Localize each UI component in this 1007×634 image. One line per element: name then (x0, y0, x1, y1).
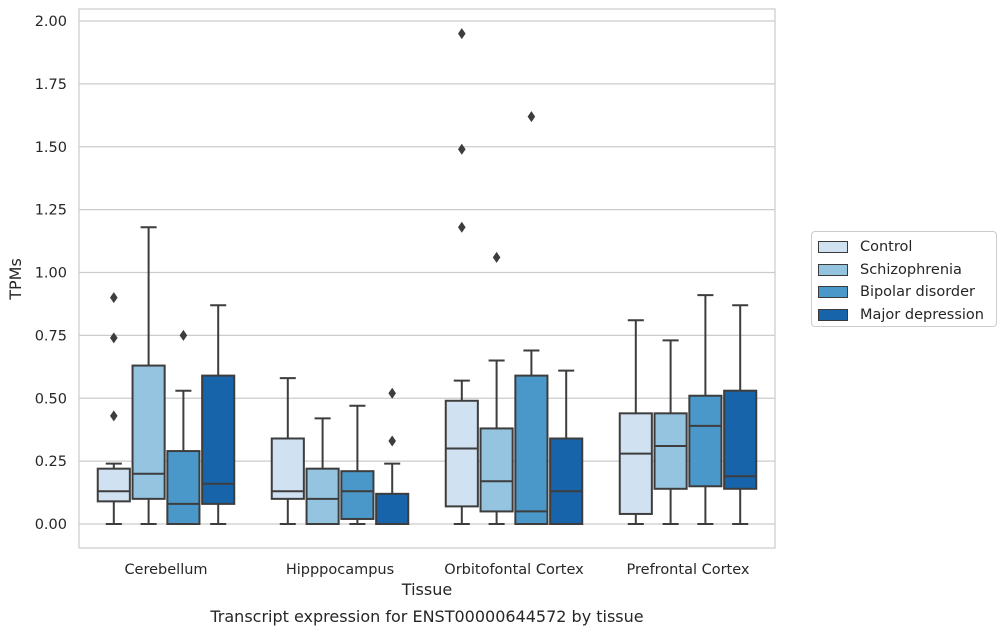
legend-swatch-schizophrenia (818, 263, 848, 276)
legend-item-bipolar-disorder: Bipolar disorder (818, 281, 996, 304)
box (375, 492, 410, 526)
x-tick-label: Hipppocampus (286, 562, 394, 578)
box-group (618, 319, 653, 525)
y-tick-label: 0.00 (35, 517, 67, 533)
outlier-point (458, 221, 466, 233)
box-group (340, 404, 375, 525)
y-tick-labels: 0.00 0.25 0.50 0.75 1.00 1.25 1.50 1.75 2.00 (35, 14, 67, 533)
outlier-point (492, 251, 501, 263)
legend-item-schizophrenia: Schizophrenia (818, 259, 996, 282)
y-tick-label: 0.25 (35, 454, 67, 470)
chart-title: Transcript expression for ENST0000064457… (209, 607, 643, 626)
x-tick-label: Prefrontal Cortex (627, 562, 750, 578)
y-axis-title: TPMs (6, 258, 25, 301)
box-group (375, 387, 410, 526)
y-tick-label: 1.00 (35, 266, 67, 282)
box (514, 374, 549, 525)
box (723, 389, 758, 490)
y-tick-label: 1.25 (35, 203, 67, 219)
box (201, 374, 236, 505)
box (340, 470, 375, 520)
outlier-point (527, 111, 536, 123)
y-tick-label: 1.75 (35, 77, 67, 93)
box (305, 467, 340, 526)
legend-label: Control (860, 239, 913, 256)
legend-item-major-depression: Major depression (818, 304, 996, 327)
box (131, 364, 166, 500)
y-tick-label: 0.50 (35, 391, 67, 407)
x-tick-label: Orbitofontal Cortex (444, 562, 584, 578)
box (618, 412, 653, 515)
outlier-point (458, 143, 466, 155)
legend-item-control: Control (818, 236, 996, 259)
box-series (96, 28, 758, 526)
y-tick-label: 0.75 (35, 328, 67, 344)
box-group (305, 417, 340, 526)
box (653, 412, 688, 490)
box-group (514, 111, 549, 525)
box-group (201, 304, 236, 525)
box (96, 467, 131, 503)
box (549, 437, 584, 525)
box (270, 437, 305, 500)
box-group (549, 369, 584, 525)
box-group (653, 339, 688, 525)
outlier-point (458, 28, 466, 40)
box-group (479, 251, 514, 525)
outlier-point (110, 410, 118, 422)
box-group (131, 226, 166, 525)
legend-label: Bipolar disorder (860, 284, 975, 301)
outlier-point (388, 435, 396, 447)
outlier-point (388, 387, 396, 399)
legend-swatch-control (818, 241, 848, 254)
box-group (444, 28, 479, 525)
legend-label: Schizophrenia (860, 261, 962, 278)
box (166, 450, 201, 525)
box-group (166, 329, 201, 525)
x-tick-labels: Cerebellum Hipppocampus Orbitofontal Corte… (124, 562, 749, 578)
outlier-point (179, 329, 188, 341)
box (688, 394, 723, 488)
legend-label: Major depression (860, 306, 984, 323)
box-group (723, 304, 758, 525)
legend-swatch-bipolar-disorder (818, 286, 848, 299)
outlier-point (110, 332, 118, 344)
outlier-point (110, 292, 118, 304)
y-tick-label: 2.00 (35, 14, 67, 30)
x-axis-title: Tissue (401, 580, 452, 599)
box-group (96, 292, 131, 525)
x-tick-label: Cerebellum (124, 562, 207, 578)
box-group (688, 294, 723, 525)
legend-swatch-major-depression (818, 308, 848, 321)
box (479, 427, 514, 513)
box-group (270, 377, 305, 525)
box (444, 399, 479, 508)
y-tick-label: 1.50 (35, 140, 67, 156)
legend: Control Schizophrenia Bipolar disorder M… (811, 231, 997, 327)
